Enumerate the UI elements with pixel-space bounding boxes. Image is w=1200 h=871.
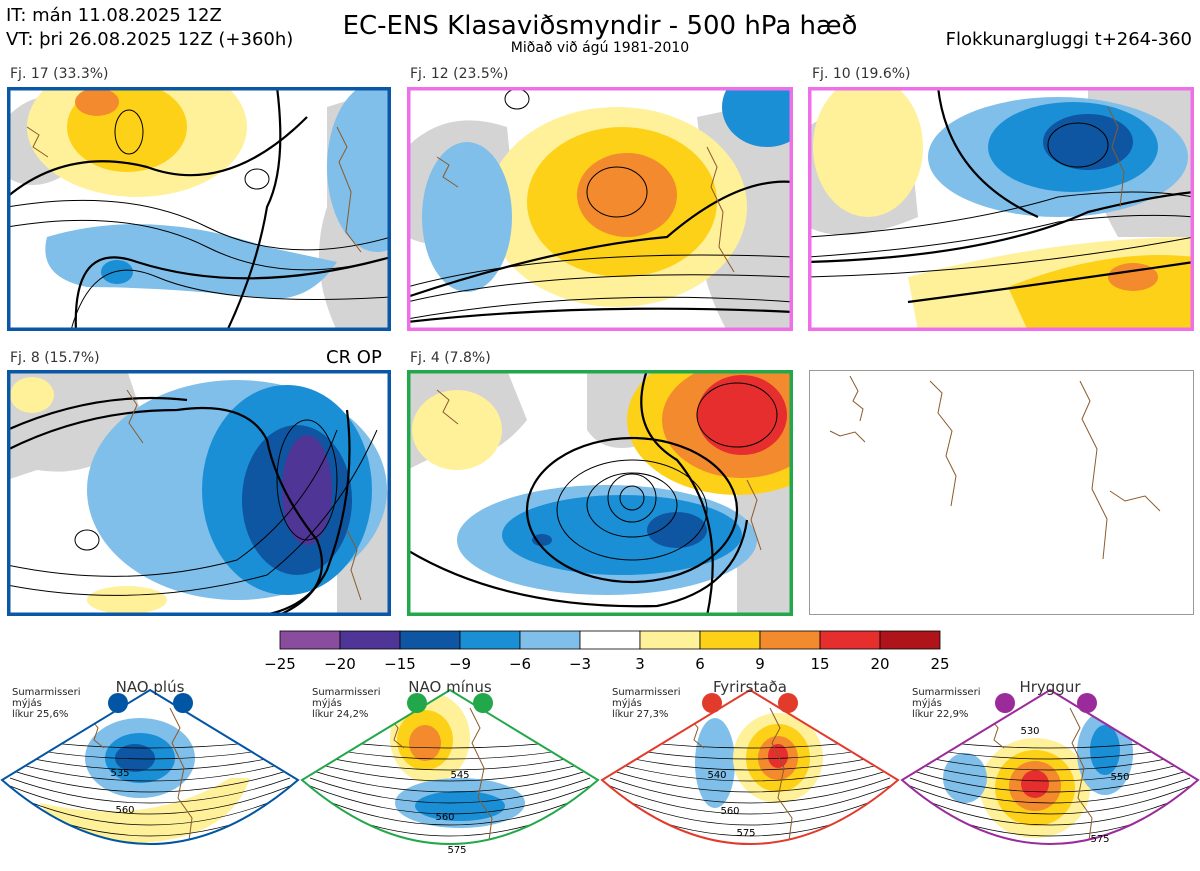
colorbar-tick-label: 9 [755, 655, 765, 673]
colorbar-swatch [279, 630, 341, 650]
regime-info-line: mýjás [612, 698, 642, 709]
regime-info-line: Sumarmisseri [612, 687, 681, 698]
colorbar-tick-label: −6 [509, 655, 531, 673]
colorbar-swatch [339, 630, 401, 650]
regime-contour-label: 530 [1020, 726, 1039, 737]
regime-name: NAO mínus [408, 678, 492, 696]
regime-contour-label: 550 [1110, 772, 1129, 783]
regime-info-line: Sumarmisseri [312, 687, 381, 698]
colorbar-swatch [699, 630, 761, 650]
colorbar-tick-label: 15 [810, 655, 829, 673]
regime-map-ridge: 530 550 575 [900, 688, 1200, 845]
regime-dot [778, 693, 798, 713]
empty-map-panel [809, 370, 1194, 615]
regime-ridge: 530 550 575 Hryggur Sumarmisseri mýjás lík… [900, 678, 1200, 868]
regime-contour-label: 560 [115, 805, 134, 816]
colorbar-tick-label: 25 [930, 655, 949, 673]
regime-name: NAO plús [115, 678, 185, 696]
colorbar: −25 −20 −15 −9 −6 −3 3 6 9 15 20 25 [260, 627, 950, 675]
colorbar-tick-label: −20 [324, 655, 356, 673]
regime-contour-label: 545 [450, 770, 469, 781]
regime-info-line: Sumarmisseri [12, 687, 81, 698]
regime-info: Sumarmisseri mýjás líkur 25,6% [12, 687, 80, 720]
regime-nao-minus: 545 560 575 NAO mínus Sumarmisseri mýjás l… [300, 678, 600, 868]
page-subtitle: Miðað við ágú 1981-2010 [510, 40, 690, 56]
regime-info-line: líkur 24,2% [312, 709, 369, 720]
regime-dot [1077, 693, 1097, 713]
cluster-map-2 [407, 87, 793, 331]
regime-dot [995, 693, 1015, 713]
colorbar-svg: −25 −20 −15 −9 −6 −3 3 6 9 15 20 25 [264, 630, 950, 673]
colorbar-tick-label: −15 [384, 655, 416, 673]
regime-contour-label: 575 [447, 845, 466, 856]
regime-info-line: mýjás [12, 698, 42, 709]
regime-info-line: mýjás [912, 698, 942, 709]
classification-window: Flokkunargluggi t+264-360 [945, 29, 1192, 50]
regime-dot [108, 693, 128, 713]
anomaly-map-2 [407, 87, 793, 331]
regime-contour-label: 560 [720, 806, 739, 817]
regime-contour-label: 535 [110, 768, 129, 779]
colorbar-swatch [519, 630, 581, 650]
panel-label-1: Fj. 17 (33.3%) [10, 66, 109, 82]
colorbar-tick-label: −9 [449, 655, 471, 673]
regime-dot [173, 693, 193, 713]
panel-label-2: Fj. 12 (23.5%) [410, 66, 509, 82]
colorbar-swatch [459, 630, 521, 650]
regime-outline [900, 688, 1200, 845]
colorbar-swatch [579, 630, 641, 650]
page-title: EC-ENS Klasaviðsmyndir - 500 hPa hæð [342, 11, 858, 41]
regime-info: Sumarmisseri mýjás líkur 24,2% [312, 687, 380, 720]
regime-info-line: Sumarmisseri [912, 687, 981, 698]
cluster-map-3 [808, 87, 1194, 331]
regime-contour-label: 540 [707, 770, 726, 781]
cluster-map-5 [407, 370, 793, 616]
regime-dot [702, 693, 722, 713]
regime-map-nao-minus: 545 560 575 [300, 688, 600, 856]
anomaly-map-3 [808, 87, 1194, 331]
regime-blocking: 540 560 575 Fyrirstaða Sumarmisseri mýjás … [600, 678, 900, 868]
regime-map-blocking: 540 560 575 [600, 688, 900, 845]
regime-info-line: líkur 27,3% [612, 709, 669, 720]
regime-dot [407, 693, 427, 713]
colorbar-tick-label: 3 [635, 655, 645, 673]
panel-label-4: Fj. 8 (15.7%) [10, 350, 100, 366]
regime-contour-label: 560 [435, 812, 454, 823]
regime-nao-plus: 535 560 NAO plús Sumarmisseri mýjás líkur… [0, 678, 300, 868]
anomaly-map-1 [7, 87, 391, 331]
regime-info: Sumarmisseri mýjás líkur 22,9% [912, 687, 980, 720]
regime-outline [0, 688, 300, 845]
colorbar-swatch [399, 630, 461, 650]
colorbar-tick-label: −3 [569, 655, 591, 673]
regime-info-line: líkur 25,6% [12, 709, 69, 720]
regime-name: Fyrirstaða [713, 678, 787, 696]
regime-dot [473, 693, 493, 713]
colorbar-swatch [639, 630, 701, 650]
regime-info-line: líkur 22,9% [912, 709, 969, 720]
regime-outline [600, 688, 900, 845]
cluster-map-4 [7, 370, 391, 616]
regime-info-line: mýjás [312, 698, 342, 709]
regime-contour-label: 575 [1090, 834, 1109, 845]
colorbar-tick-label: 6 [695, 655, 705, 673]
regime-outline [300, 688, 600, 845]
regime-map-nao-plus: 535 560 [0, 688, 300, 845]
valid-time: VT: þri 26.08.2025 12Z (+360h) [6, 29, 294, 50]
colorbar-tick-label: −25 [264, 655, 296, 673]
coastline-map [829, 375, 1161, 560]
panel-label-5: Fj. 4 (7.8%) [410, 350, 491, 366]
regime-name: Hryggur [1019, 678, 1081, 696]
colorbar-swatch [819, 630, 881, 650]
anomaly-map-5 [407, 370, 793, 616]
control-run-marker: CR OP [326, 347, 382, 368]
anomaly-map-4 [7, 370, 391, 616]
colorbar-swatch [759, 630, 821, 650]
regime-contour-label: 575 [736, 828, 755, 839]
initial-time: IT: mán 11.08.2025 12Z [6, 5, 222, 26]
regime-info: Sumarmisseri mýjás líkur 27,3% [612, 687, 680, 720]
colorbar-swatch [879, 630, 941, 650]
colorbar-tick-label: 20 [870, 655, 889, 673]
panel-label-3: Fj. 10 (19.6%) [812, 66, 911, 82]
cluster-map-1 [7, 87, 391, 331]
